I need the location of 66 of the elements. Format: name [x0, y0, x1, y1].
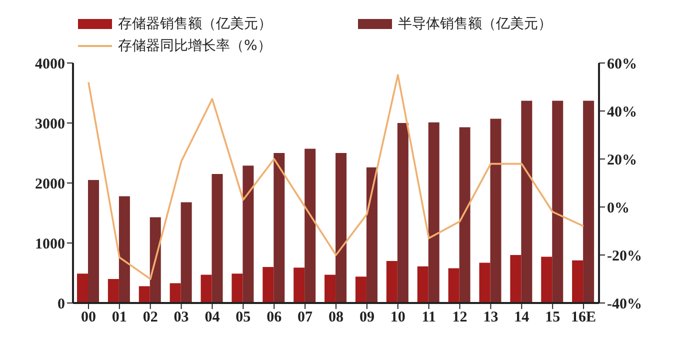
y-tick-label: 3000 — [35, 116, 65, 132]
bar — [180, 202, 192, 303]
bar — [118, 196, 130, 303]
bar — [170, 283, 181, 303]
x-tick-label: 04 — [204, 310, 220, 326]
x-tick-label: 09 — [359, 310, 374, 326]
bar — [138, 286, 150, 303]
bar — [212, 174, 223, 303]
bar — [397, 123, 408, 303]
bar — [552, 100, 564, 303]
bar — [448, 268, 460, 303]
x-tick-label: 11 — [422, 310, 436, 326]
bar — [88, 180, 99, 303]
y2-tick-label: -40% — [607, 296, 642, 312]
x-tick-label: 15 — [545, 310, 560, 326]
bar — [583, 100, 594, 303]
y-tick-label: 2000 — [35, 176, 65, 192]
y-tick-label: 0 — [58, 296, 65, 312]
bar — [510, 255, 522, 303]
bar — [77, 274, 88, 303]
x-tick-label: 05 — [236, 310, 251, 326]
x-tick-label: 10 — [390, 310, 406, 326]
x-tick-label: 16E — [571, 310, 596, 326]
x-tick-label: 00 — [80, 310, 96, 326]
bar — [355, 276, 366, 303]
x-tick-label: 06 — [266, 310, 282, 326]
line-series — [88, 74, 584, 280]
bar — [490, 118, 502, 303]
bar — [324, 274, 336, 303]
bar — [521, 100, 532, 303]
bar — [294, 268, 305, 303]
legend-label: 存储器销售额（亿美元） — [118, 15, 272, 33]
bar — [417, 266, 428, 303]
x-tick-label: 02 — [142, 310, 158, 326]
bar — [262, 267, 274, 303]
legend-label: 存储器同比增长率（%） — [118, 37, 272, 55]
x-tick-label: 08 — [328, 310, 344, 326]
bar — [428, 122, 440, 303]
bar — [108, 279, 119, 303]
y2-tick-label: 20% — [607, 152, 637, 168]
bar — [232, 274, 243, 303]
x-tick-label: 01 — [112, 310, 127, 326]
x-tick-label: 07 — [298, 310, 314, 326]
bar — [304, 148, 316, 303]
bar — [150, 217, 161, 303]
bar — [336, 153, 347, 303]
bar — [274, 153, 285, 303]
x-tick-label: 12 — [452, 310, 468, 326]
bar — [479, 262, 490, 303]
y-tick-label: 4000 — [35, 56, 65, 72]
bar — [572, 260, 584, 303]
x-tick-label: 03 — [174, 310, 189, 326]
bar — [459, 127, 470, 303]
legend-label: 半导体销售额（亿美元） — [398, 15, 552, 33]
bar — [366, 167, 378, 303]
bar — [200, 274, 212, 303]
y-tick-label: 1000 — [35, 236, 65, 252]
bar — [541, 256, 552, 303]
y2-tick-label: 60% — [607, 56, 637, 72]
bar — [386, 261, 398, 303]
x-tick-label: 14 — [514, 310, 530, 326]
bar — [242, 166, 254, 303]
y2-tick-label: 0% — [607, 200, 630, 216]
y2-tick-label: -20% — [607, 248, 642, 264]
y2-tick-label: 40% — [607, 104, 637, 120]
x-tick-label: 13 — [483, 310, 498, 326]
